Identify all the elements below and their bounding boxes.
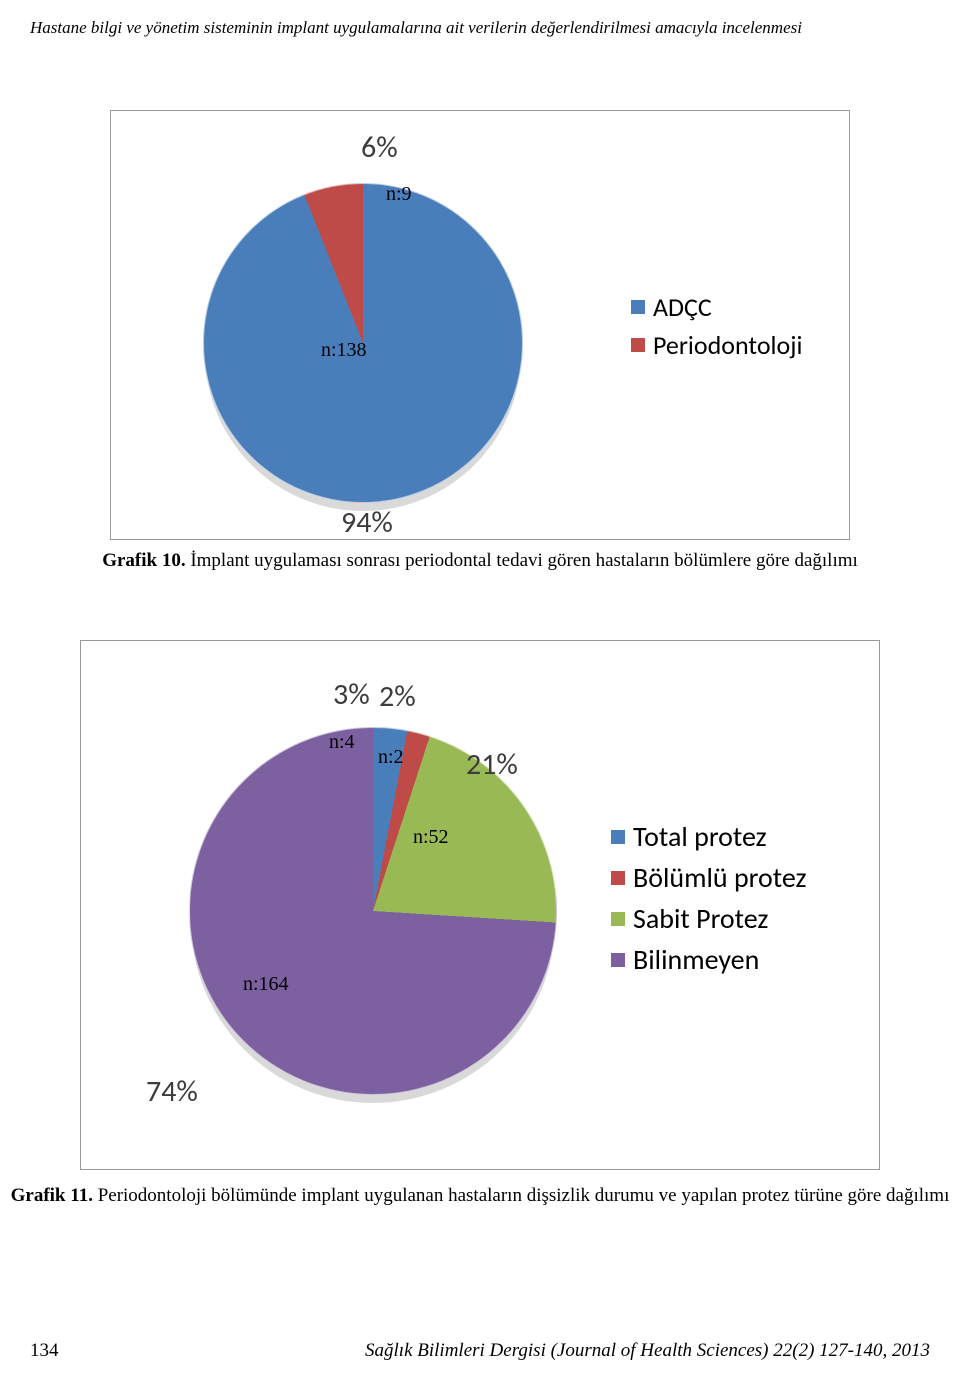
- legend-swatch: [611, 830, 625, 844]
- running-title: Hastane bilgi ve yönetim sisteminin impl…: [30, 18, 930, 38]
- legend-item: ADÇC: [631, 291, 802, 323]
- legend-item: Sabit Protez: [611, 901, 807, 936]
- pie-percent-label: 6%: [361, 129, 398, 166]
- pie-count-label: n:52: [413, 826, 449, 849]
- legend-item: Bölümlü protez: [611, 860, 807, 895]
- page-number: 134: [30, 1340, 59, 1362]
- legend-swatch: [611, 912, 625, 926]
- legend-label: Bölümlü protez: [633, 860, 807, 895]
- chart-10-caption: Grafik 10. İmplant uygulaması sonrası pe…: [0, 550, 960, 572]
- legend-item: Total protez: [611, 819, 807, 854]
- pie-percent-label: 21%: [466, 746, 518, 783]
- legend-label: Total protez: [633, 819, 767, 854]
- legend-swatch: [631, 338, 645, 352]
- legend-label: Periodontoloji: [653, 329, 802, 361]
- legend-item: Periodontoloji: [631, 329, 802, 361]
- legend-label: Bilinmeyen: [633, 942, 759, 977]
- chart-10-legend: ADÇC Periodontoloji: [631, 291, 802, 361]
- caption-11-bold: Grafik 11.: [11, 1185, 93, 1206]
- pie-percent-label: 2%: [379, 678, 416, 715]
- caption-11-text: Periodontoloji bölümünde implant uygulan…: [93, 1185, 949, 1206]
- legend-swatch: [611, 871, 625, 885]
- chart-11-caption: Grafik 11. Periodontoloji bölümünde impl…: [0, 1185, 960, 1207]
- journal-citation: Sağlık Bilimleri Dergisi (Journal of Hea…: [365, 1340, 930, 1362]
- caption-10-text: İmplant uygulaması sonrası periodontal t…: [186, 550, 858, 571]
- legend-item: Bilinmeyen: [611, 942, 807, 977]
- chart-10-container: 6% 94% n:9 n:138 ADÇC Periodontoloji: [110, 110, 850, 540]
- legend-swatch: [631, 300, 645, 314]
- pie-count-label: n:9: [386, 183, 412, 206]
- pie-percent-label: 3%: [333, 676, 370, 713]
- caption-10-bold: Grafik 10.: [102, 550, 185, 571]
- pie-percent-label: 74%: [146, 1073, 198, 1110]
- chart-11-container: 3%2% 21% 74% n:4 n:2 n:52 n:164 Total protez Bö…: [80, 640, 880, 1170]
- pie-count-label: n:138: [321, 339, 367, 362]
- chart-11-legend: Total protez Bölümlü protez Sabit Protez Bi…: [611, 819, 807, 977]
- legend-swatch: [611, 953, 625, 967]
- pie-count-label: n:164: [243, 973, 289, 996]
- legend-label: ADÇC: [653, 291, 712, 323]
- legend-label: Sabit Protez: [633, 901, 768, 936]
- pie-count-label: n:4: [329, 731, 355, 754]
- pie-count-label: n:2: [378, 746, 404, 769]
- pie-percent-label: 94%: [341, 504, 393, 541]
